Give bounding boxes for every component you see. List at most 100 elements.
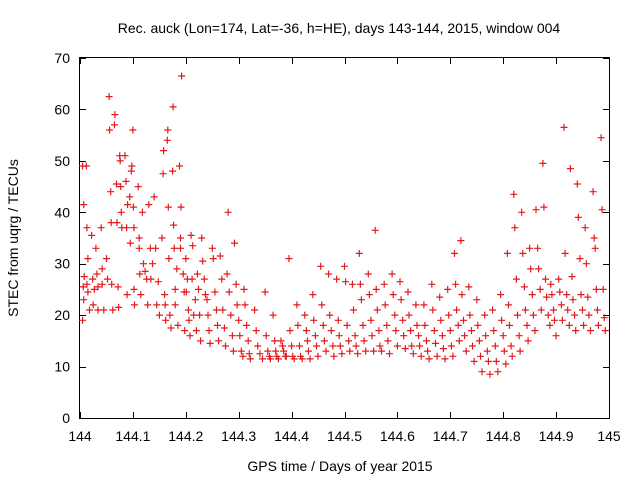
data-point xyxy=(579,306,586,314)
data-point xyxy=(310,316,318,324)
data-point xyxy=(108,280,116,288)
data-point xyxy=(215,337,223,345)
data-point xyxy=(492,357,500,365)
data-point xyxy=(155,311,163,319)
data-point xyxy=(203,296,211,304)
data-point xyxy=(564,306,572,314)
data-point xyxy=(351,332,359,340)
data-point xyxy=(134,183,142,191)
data-point xyxy=(368,332,376,340)
data-point xyxy=(556,288,564,296)
data-point xyxy=(128,162,136,170)
x-tick-label: 144.3 xyxy=(221,428,256,444)
data-point xyxy=(539,159,547,167)
data-point xyxy=(580,321,588,329)
x-tick-label: 144.7 xyxy=(433,428,468,444)
data-point xyxy=(529,311,537,319)
data-point xyxy=(174,321,182,329)
data-point xyxy=(191,296,199,304)
data-point xyxy=(164,203,172,211)
data-point xyxy=(113,180,120,188)
data-point xyxy=(458,291,466,299)
data-point xyxy=(169,103,177,111)
data-point xyxy=(521,306,529,314)
data-point xyxy=(213,306,220,314)
data-point xyxy=(581,224,589,232)
data-point xyxy=(170,221,178,229)
data-point xyxy=(404,288,412,296)
data-point xyxy=(136,270,144,278)
x-tick-label: 144.2 xyxy=(168,428,203,444)
data-point xyxy=(214,321,221,329)
data-point xyxy=(384,337,392,345)
data-point xyxy=(582,260,590,268)
data-point xyxy=(150,193,158,201)
data-point xyxy=(219,306,227,314)
data-point xyxy=(163,136,171,144)
data-point xyxy=(573,180,581,188)
data-point xyxy=(537,306,545,314)
data-point xyxy=(424,347,432,355)
data-point xyxy=(208,244,216,252)
data-point xyxy=(490,327,498,335)
data-point xyxy=(138,208,146,216)
data-point xyxy=(484,357,492,365)
data-point xyxy=(354,350,362,358)
data-point xyxy=(536,285,544,293)
data-point xyxy=(381,301,389,309)
data-point xyxy=(507,342,515,350)
chart-title: Rec. auck (Lon=174, Lat=-36, h=HE), days… xyxy=(118,20,561,36)
data-point xyxy=(179,270,187,278)
data-point xyxy=(220,324,228,332)
data-point xyxy=(508,352,516,360)
data-point xyxy=(412,301,420,309)
data-point xyxy=(589,188,597,196)
data-point xyxy=(500,347,508,355)
data-point xyxy=(346,347,354,355)
data-point xyxy=(388,270,396,278)
data-point xyxy=(231,239,238,247)
data-point xyxy=(413,321,421,329)
data-point xyxy=(196,311,204,319)
data-point xyxy=(104,275,111,283)
y-tick-label: 10 xyxy=(54,359,70,375)
data-point xyxy=(429,306,437,314)
data-point xyxy=(98,280,106,288)
data-point xyxy=(445,311,453,319)
data-point xyxy=(378,347,385,355)
y-tick-label: 20 xyxy=(54,307,70,323)
data-point xyxy=(515,332,523,340)
data-point xyxy=(510,190,518,198)
data-point xyxy=(199,257,207,265)
data-point xyxy=(499,332,507,340)
data-point xyxy=(186,332,194,340)
y-tick-label: 40 xyxy=(54,204,70,220)
data-point xyxy=(572,327,580,335)
data-point xyxy=(211,288,219,296)
data-point xyxy=(470,357,478,365)
data-point xyxy=(97,224,105,232)
data-point xyxy=(216,252,224,260)
data-point xyxy=(444,285,452,293)
y-tick-label: 50 xyxy=(54,153,70,169)
data-point xyxy=(170,244,178,252)
data-point xyxy=(243,321,251,329)
data-point xyxy=(236,332,244,340)
data-point xyxy=(407,327,415,335)
data-point xyxy=(333,275,341,283)
data-point xyxy=(437,316,445,324)
data-point xyxy=(154,278,162,286)
data-point xyxy=(277,337,285,345)
data-point xyxy=(592,285,600,293)
data-point xyxy=(397,296,405,304)
data-point xyxy=(162,316,170,324)
data-point xyxy=(229,347,237,355)
data-point xyxy=(232,280,240,288)
data-point xyxy=(167,324,175,332)
data-point xyxy=(360,337,368,345)
data-point xyxy=(550,306,557,314)
x-tick-label: 144.5 xyxy=(327,428,362,444)
data-point xyxy=(233,301,241,309)
data-point xyxy=(531,327,539,335)
data-point xyxy=(585,311,593,319)
